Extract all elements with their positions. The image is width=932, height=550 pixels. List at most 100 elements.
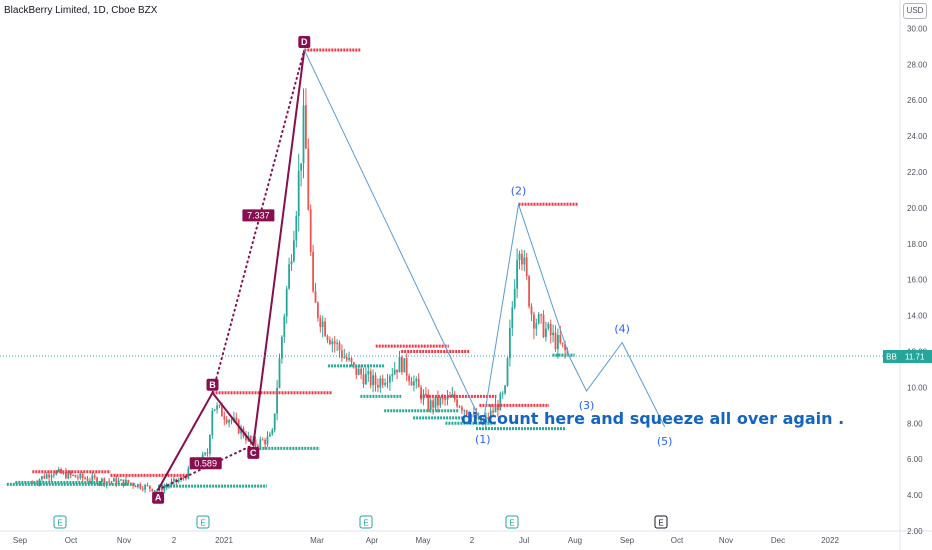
y-tick-label: 24.00 <box>907 132 928 141</box>
candle-body <box>321 321 324 328</box>
candle-body <box>559 334 562 343</box>
wave-projection[interactable]: (1) (2) (3) (4) (5) <box>303 49 672 448</box>
candle-body <box>499 393 502 411</box>
candle-body <box>165 486 168 488</box>
candle-body <box>225 419 228 423</box>
earnings-marker[interactable]: E <box>654 515 668 529</box>
candle-body <box>408 375 410 382</box>
x-tick-label: Oct <box>671 536 684 545</box>
ratio-badge: 0.589 <box>189 457 222 470</box>
candle-body <box>480 415 482 424</box>
pattern-point-d[interactable]: D <box>298 35 311 48</box>
candle-body <box>396 369 398 373</box>
candle-body <box>79 473 82 479</box>
x-tick-label: Aug <box>568 536 582 545</box>
pattern-point-a[interactable]: A <box>152 491 165 504</box>
candle-body <box>108 481 110 483</box>
candle-body <box>547 323 550 329</box>
candle-body <box>144 484 146 490</box>
candle-body <box>122 479 125 486</box>
candle-body <box>468 414 470 418</box>
candle-body <box>115 478 118 485</box>
candle-body <box>374 375 377 386</box>
wave-path[interactable] <box>303 49 666 428</box>
earnings-marker[interactable]: E <box>53 515 67 529</box>
earnings-icon <box>505 515 519 529</box>
candle-body <box>307 148 310 210</box>
symbol-tag-text: BB <box>886 353 897 362</box>
candle-body <box>173 478 175 482</box>
y-axis: 2.004.006.008.0010.0012.0014.0016.0018.0… <box>907 24 928 536</box>
x-tick-label: Sep <box>13 536 28 545</box>
candle-body <box>43 476 46 479</box>
ratio-badge-bg <box>189 457 222 470</box>
candle-body <box>401 356 403 373</box>
x-tick-label: Apr <box>366 536 379 545</box>
candle-body <box>77 477 79 479</box>
candle-body <box>223 416 226 420</box>
candle-body <box>451 394 454 397</box>
x-tick-label: 2022 <box>821 536 839 545</box>
pattern-point-b[interactable]: B <box>206 378 219 391</box>
candle-body <box>420 387 422 400</box>
x-axis: Sep Oct Nov 2 2021 Mar Apr May 2 Jul Aug Sep Oct Nov D… <box>13 536 840 545</box>
candle-body <box>218 405 221 407</box>
candle-body <box>50 475 53 478</box>
x-tick-label: Jul <box>519 536 529 545</box>
y-tick-label: 2.00 <box>907 527 923 536</box>
candle-body <box>441 398 444 400</box>
last-price: BB 11.71 <box>0 350 932 363</box>
currency-button[interactable]: USD <box>903 3 927 19</box>
candle-body <box>269 434 271 437</box>
candle-body <box>254 439 257 446</box>
candle-body <box>446 396 449 400</box>
candle-body <box>235 417 238 420</box>
candle-body <box>552 332 554 336</box>
candle-body <box>206 452 209 454</box>
point-badge <box>247 446 260 459</box>
candle-body <box>230 420 233 422</box>
x-tick-label: Sep <box>620 536 635 545</box>
candle-body <box>271 429 274 435</box>
candle-body <box>353 362 355 366</box>
last-price-value: 11.71 <box>905 353 925 362</box>
candle-body <box>487 417 490 420</box>
candle-body <box>369 371 372 386</box>
x-tick-label: 2021 <box>215 536 233 545</box>
candle-body <box>465 410 468 415</box>
candle-body <box>257 445 259 448</box>
abcd-pattern[interactable]: 0.589 7.337 A B C D <box>152 35 311 504</box>
candle-body <box>403 358 406 373</box>
abcd-legs[interactable] <box>157 49 306 491</box>
candle-body <box>540 314 542 316</box>
candle-body <box>405 358 408 376</box>
candle-body <box>341 350 343 358</box>
candle-body <box>81 473 84 479</box>
candle-body <box>389 376 391 383</box>
point-badge <box>152 491 165 504</box>
wave-label: (2) <box>511 184 527 197</box>
candle-body <box>343 357 346 359</box>
candle-body <box>134 485 137 488</box>
candle-body <box>336 342 338 344</box>
pattern-point-c[interactable]: C <box>247 446 260 459</box>
ratio-value: 7.337 <box>247 210 270 220</box>
earnings-marker[interactable]: E <box>359 515 373 529</box>
candle-body <box>45 474 48 479</box>
candle-body <box>425 393 427 395</box>
candle-body <box>329 339 331 345</box>
candle-body <box>101 478 103 483</box>
candle-body <box>350 357 353 363</box>
earnings-marker[interactable]: E <box>196 515 210 529</box>
candle-body <box>156 489 158 491</box>
candle-body <box>139 484 142 489</box>
candle-body <box>249 435 252 441</box>
candle-body <box>521 253 523 265</box>
candle-body <box>372 375 374 386</box>
candle-body <box>470 414 473 418</box>
candle-body <box>319 317 322 328</box>
earnings-label: E <box>509 519 514 528</box>
earnings-marker[interactable]: E <box>505 515 519 529</box>
candle-body <box>163 486 166 491</box>
